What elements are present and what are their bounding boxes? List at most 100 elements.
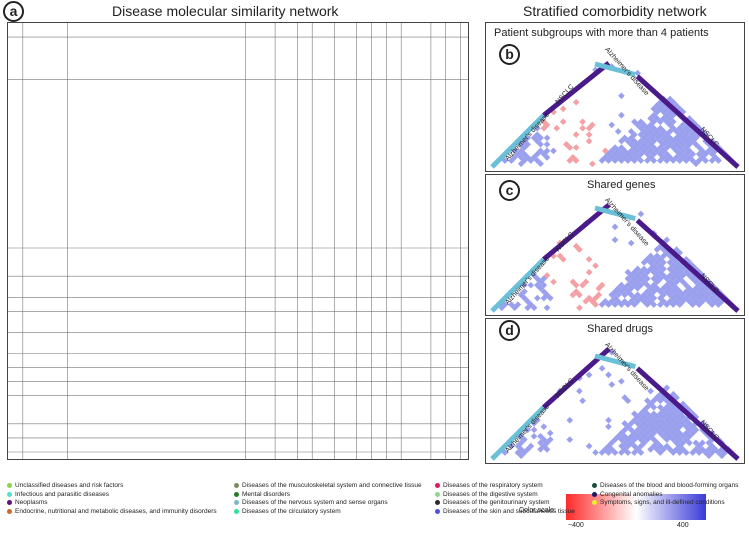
color-scale-bar xyxy=(566,494,706,520)
triangle-cell xyxy=(627,239,635,247)
legend-label: Diseases of the blood and blood-forming … xyxy=(600,482,739,489)
legend-item: Diseases of the genitourinary system xyxy=(435,499,550,506)
legend-item: Endocrine, nutritional and metabolic dis… xyxy=(7,508,217,515)
legend-label: Diseases of the nervous system and sense… xyxy=(242,499,388,507)
triangle-cell xyxy=(660,265,667,273)
legend-item: Mental disorders xyxy=(234,491,290,498)
triangle-cell xyxy=(530,432,538,440)
legend-item: Congenital anomalies xyxy=(592,491,663,498)
color-scale-max: 400 xyxy=(677,522,689,529)
nsclc-bar-right xyxy=(635,74,740,169)
triangle-cell xyxy=(618,111,625,119)
nsclc-bar-left xyxy=(542,203,611,262)
panel-d-label: d xyxy=(499,320,520,341)
legend-swatch xyxy=(435,500,440,506)
triangle-cell xyxy=(637,210,645,218)
triangle-cell xyxy=(559,118,567,126)
legend-swatch xyxy=(234,508,239,514)
triangle-cell xyxy=(543,141,551,148)
triangle-cell xyxy=(579,118,586,126)
triangle-edge-label: NSCLC xyxy=(555,377,576,399)
triangle-cell xyxy=(537,140,544,148)
legend-swatch xyxy=(592,500,597,506)
triangle-cell xyxy=(579,397,586,405)
legend-swatch xyxy=(592,491,597,497)
triangle-cell xyxy=(553,124,561,132)
triangle-cell xyxy=(611,223,619,231)
legend-swatch xyxy=(435,483,440,488)
legend-swatch xyxy=(7,483,12,488)
similarity-matrix-svg xyxy=(8,23,468,459)
panel-a-title: Disease molecular similarity network xyxy=(112,3,339,19)
triangle-cell xyxy=(618,92,625,100)
legend-item: Symptoms, signs, and ill-defined conditi… xyxy=(592,499,725,506)
triangle-cell xyxy=(692,426,700,434)
triangle-cell xyxy=(579,124,586,132)
triangle-cell xyxy=(598,365,606,372)
legend-label: Diseases of the digestive system xyxy=(443,490,538,498)
triangle-cell xyxy=(608,381,616,388)
triangle-cell xyxy=(608,121,616,129)
triangle-cell xyxy=(566,416,574,424)
alzheimers-bar-left xyxy=(490,405,546,461)
triangle-cell xyxy=(543,304,551,312)
triangle-cell xyxy=(589,160,596,168)
legend-swatch xyxy=(7,508,12,514)
legend-label: Diseases of the musculoskeletal system a… xyxy=(242,482,422,489)
legend-item: Infectious and parasitic diseases xyxy=(7,491,109,498)
alzheimers-bar-right xyxy=(594,61,636,78)
legend-label: Mental disorders xyxy=(242,490,291,498)
alzheimers-bar-right xyxy=(594,353,636,370)
legend-label: Congenital anomalies xyxy=(600,490,663,498)
legend-item: Diseases of the circulatory system xyxy=(234,508,341,515)
triangle-cell xyxy=(605,371,612,379)
triangle-cell xyxy=(644,275,651,282)
triangle-cell xyxy=(614,128,622,135)
triangle-cell xyxy=(543,134,551,142)
triangle-cell xyxy=(585,137,593,145)
triangle-cell xyxy=(585,255,593,263)
triangle-cell xyxy=(572,131,580,138)
panel-b-title: Patient subgroups with more than 4 patie… xyxy=(494,27,709,39)
legend-label: Neoplasms xyxy=(15,499,48,507)
triangle-cell xyxy=(611,449,619,456)
panel-right-title: Stratified comorbidity network xyxy=(523,3,707,19)
panel-c-box: Shared genes Alzheimer's disease NSCLC Alz… xyxy=(485,174,745,316)
legend-label: Diseases of the circulatory system xyxy=(242,507,341,515)
legend-item: Diseases of the respiratory system xyxy=(435,482,543,489)
triangle-cell xyxy=(605,416,612,424)
legend-label: Infectious and parasitic diseases xyxy=(15,490,109,498)
triangle-cell xyxy=(585,131,593,138)
category-bar-bottom xyxy=(7,461,468,469)
triangle-cell xyxy=(650,403,658,411)
triangle-cell xyxy=(572,144,580,151)
legend-item: Neoplasms xyxy=(7,499,48,506)
triangle-cell xyxy=(715,157,722,164)
triangle-cell xyxy=(543,272,551,279)
triangle-cell xyxy=(592,449,599,456)
legend-swatch xyxy=(234,500,239,506)
triangle-cell xyxy=(576,304,583,312)
panel-d-title: Shared drugs xyxy=(587,323,654,335)
triangle-cell xyxy=(660,259,667,266)
legend-swatch xyxy=(234,491,239,497)
panel-b-label: b xyxy=(499,44,520,65)
triangle-cell xyxy=(576,387,583,395)
legend-label: Diseases of the genitourinary system xyxy=(443,499,550,507)
legend-swatch xyxy=(435,508,440,514)
legend-label: Symptoms, signs, and ill-defined conditi… xyxy=(600,499,725,507)
alzheimers-bar-left xyxy=(490,113,546,169)
triangle-cell xyxy=(585,442,593,450)
triangle-cell xyxy=(543,154,551,161)
legend-item: Diseases of the skin and subcutaneous ti… xyxy=(435,508,575,515)
legend-label: Diseases of the respiratory system xyxy=(443,482,543,489)
legend-label: Diseases of the skin and subcutaneous ti… xyxy=(443,507,575,515)
color-scale-min: −400 xyxy=(568,522,584,529)
triangle-cell xyxy=(605,423,612,430)
nsclc-bar-right xyxy=(635,366,740,461)
similarity-matrix xyxy=(7,22,469,460)
legend-swatch xyxy=(7,500,12,506)
legend-swatch xyxy=(7,491,12,497)
